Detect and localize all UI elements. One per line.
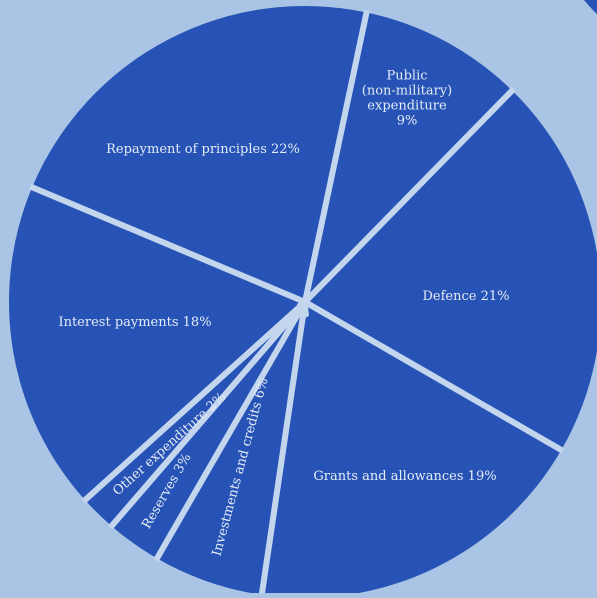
slice-label-7-line-1: Interest payments 18% [58,315,211,330]
slice-label-2-line-1: Defence 21% [423,289,510,304]
slice-label-8: Repayment of principles 22% [106,142,300,157]
slice-label-1-line-4: 9% [397,114,418,129]
slice-label-2: Defence 21% [423,289,510,304]
slice-label-3-line-1: Grants and allowances 19% [313,469,496,484]
slice-label-1: Public (non-military) expenditure 9% [362,69,452,129]
pie-slice-3 [261,302,562,598]
slice-label-8-line-1: Repayment of principles 22% [106,142,300,157]
slice-separator-5 [153,300,308,562]
pie-slice-4 [157,302,305,595]
slice-separator-2 [302,86,516,305]
pie-slices [9,6,597,598]
pie-slice-2 [305,90,597,450]
slice-separator-6 [108,300,308,530]
pie-slice-8 [32,6,367,302]
pie-slice-6 [85,302,305,527]
pie-slice-5 [111,302,305,559]
slice-label-1-line-2: (non-military) [362,84,452,99]
adjacent-ring-fragment [583,0,597,15]
slice-label-7: Interest payments 18% [58,315,211,330]
pie-slice-1 [305,12,513,302]
slice-separator-1 [302,9,370,303]
slice-label-3: Grants and allowances 19% [313,469,496,484]
slice-separator-3 [303,299,565,454]
slice-separator-4 [258,301,308,598]
pie-center-hub [297,296,309,320]
slice-separator-7 [81,299,308,504]
slice-separator-8 [29,183,307,305]
adjacent-ring-decoration [583,0,597,15]
slice-label-1-line-3: expenditure [367,99,447,114]
pie-slice-7 [9,187,305,501]
pie-separators [29,9,565,598]
slice-label-1-line-1: Public [386,69,427,84]
